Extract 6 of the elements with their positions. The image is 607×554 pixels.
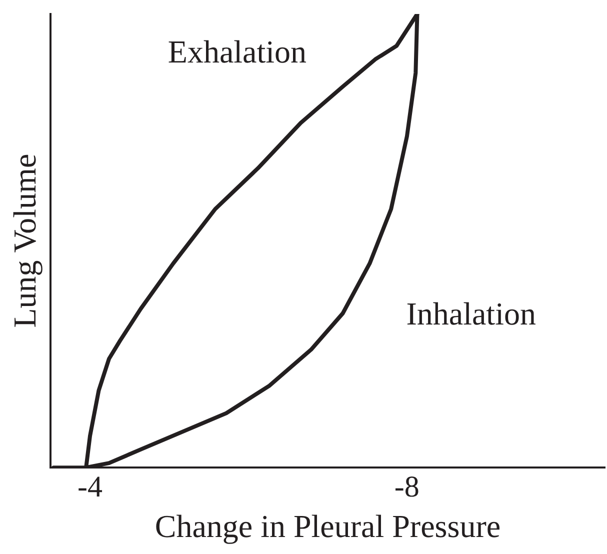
x-axis-title: Change in Pleural Pressure <box>154 508 501 544</box>
x-tick-label: -8 <box>394 470 420 504</box>
x-tick-label: -4 <box>78 470 103 504</box>
series-label: Inhalation <box>406 295 536 332</box>
series-label: Exhalation <box>168 33 307 70</box>
y-axis-title: Lung Volume <box>6 154 43 328</box>
